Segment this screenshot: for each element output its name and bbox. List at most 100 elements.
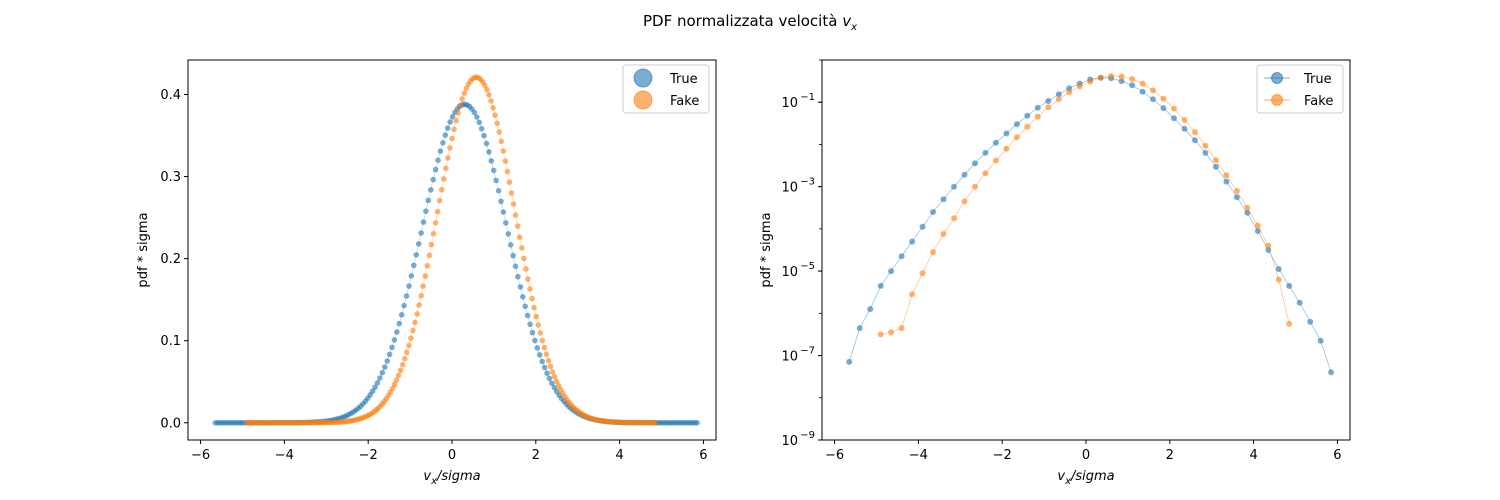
linear-point-fake bbox=[484, 86, 490, 93]
log-point-true bbox=[1129, 82, 1136, 89]
log-point-true bbox=[1013, 121, 1020, 128]
linear-point-true bbox=[546, 375, 553, 382]
log-y-tick-exponent: −9 bbox=[800, 430, 815, 441]
linear-point-fake bbox=[547, 363, 554, 370]
linear-point-fake bbox=[510, 201, 517, 207]
linear-y-tick-label: 0.0 bbox=[160, 416, 181, 431]
linear-point-true bbox=[420, 219, 427, 225]
linear-axis-ticks: −6 −4 −2 0 2 4 6 0.0 0.1 0.2 0.3 0.4 bbox=[160, 88, 707, 463]
log-series-true bbox=[846, 74, 1335, 376]
figure-title-text: PDF normalizzata velocità bbox=[643, 12, 842, 30]
linear-point-true bbox=[527, 321, 533, 328]
linear-point-fake bbox=[508, 190, 515, 196]
log-point-fake bbox=[1129, 76, 1136, 82]
linear-point-fake bbox=[406, 342, 412, 349]
log-point-true bbox=[898, 253, 905, 260]
log-point-true bbox=[1317, 337, 1324, 344]
log-x-tick-label: 2 bbox=[1166, 448, 1174, 463]
log-line-fake bbox=[880, 75, 1290, 335]
linear-point-true bbox=[372, 384, 378, 391]
linear-point-true bbox=[396, 320, 403, 327]
linear-point-true bbox=[529, 329, 536, 336]
linear-point-fake bbox=[461, 90, 468, 97]
linear-legend-fake-label: Fake bbox=[670, 94, 699, 109]
log-point-fake bbox=[898, 325, 905, 332]
linear-point-fake bbox=[410, 327, 416, 334]
log-point-fake bbox=[1003, 145, 1010, 152]
log-x-tick-label: 0 bbox=[1082, 448, 1090, 463]
log-point-fake bbox=[1275, 276, 1282, 283]
linear-point-true bbox=[379, 369, 386, 376]
linear-point-true bbox=[517, 284, 524, 290]
linear-point-fake bbox=[408, 335, 414, 342]
log-y-tick-label: 10 bbox=[781, 96, 798, 111]
log-point-true bbox=[1181, 125, 1188, 132]
log-point-true bbox=[951, 183, 957, 190]
log-x-tick-label: −6 bbox=[825, 448, 844, 463]
log-point-fake bbox=[1223, 172, 1230, 179]
linear-y-axis-label: pdf * sigma bbox=[136, 212, 151, 287]
linear-point-true bbox=[539, 358, 545, 365]
linear-point-fake bbox=[434, 208, 441, 215]
linear-point-fake bbox=[412, 319, 418, 326]
log-point-true bbox=[877, 282, 884, 289]
linear-legend: True Fake bbox=[622, 64, 710, 114]
linear-x-tick-label: 0 bbox=[448, 448, 456, 463]
log-point-true bbox=[1212, 163, 1219, 170]
linear-point-fake bbox=[402, 355, 408, 362]
linear-point-true bbox=[488, 158, 495, 164]
linear-point-true bbox=[503, 220, 509, 226]
linear-point-true bbox=[389, 344, 395, 351]
log-point-fake bbox=[919, 270, 926, 277]
log-point-fake bbox=[1192, 129, 1198, 136]
linear-point-fake bbox=[549, 369, 556, 375]
log-point-true bbox=[1233, 194, 1240, 201]
log-point-true bbox=[1118, 78, 1125, 85]
linear-point-fake bbox=[453, 117, 459, 124]
linear-line-true bbox=[215, 103, 698, 424]
log-point-true bbox=[1139, 88, 1146, 95]
linear-point-true bbox=[435, 157, 441, 163]
log-point-true bbox=[1296, 299, 1303, 306]
log-point-fake bbox=[877, 331, 884, 338]
linear-point-true bbox=[408, 273, 415, 279]
log-plot-marks bbox=[846, 73, 1335, 376]
linear-point-true bbox=[403, 293, 410, 299]
log-point-true bbox=[1254, 228, 1261, 234]
log-point-fake bbox=[1034, 113, 1041, 120]
linear-x-tick-label: 6 bbox=[699, 448, 707, 463]
linear-point-true bbox=[428, 187, 434, 193]
linear-point-fake bbox=[422, 273, 429, 279]
log-pdf-panel: −6 −4 −2 0 2 4 610−910−710−510−310−1 vx/sigma … bbox=[759, 59, 1351, 487]
log-point-fake bbox=[888, 329, 895, 336]
log-point-true bbox=[940, 196, 947, 203]
log-y-tick-label: 10 bbox=[781, 350, 798, 365]
linear-line-fake bbox=[246, 76, 656, 424]
figure-title: PDF normalizzata velocità vx bbox=[643, 12, 857, 33]
linear-point-fake bbox=[504, 168, 511, 175]
linear-series-true bbox=[212, 101, 700, 426]
linear-point-fake bbox=[492, 112, 498, 118]
linear-point-true bbox=[481, 132, 487, 139]
log-point-true bbox=[1150, 96, 1156, 103]
linear-point-true bbox=[384, 358, 391, 364]
linear-point-true bbox=[478, 125, 485, 132]
linear-point-true bbox=[490, 167, 497, 174]
linear-x-axis-label-rest: /sigma bbox=[436, 469, 481, 484]
linear-point-fake bbox=[512, 212, 519, 218]
log-x-tick-label: 4 bbox=[1249, 448, 1257, 463]
linear-point-true bbox=[510, 252, 516, 259]
log-point-true bbox=[1024, 112, 1031, 119]
linear-y-tick-label: 0.1 bbox=[160, 334, 181, 349]
log-point-true bbox=[919, 223, 926, 230]
log-point-fake bbox=[1202, 142, 1209, 149]
linear-point-fake bbox=[395, 372, 402, 379]
linear-point-fake bbox=[445, 155, 451, 161]
linear-point-true bbox=[415, 241, 422, 247]
log-point-fake bbox=[1212, 157, 1219, 164]
linear-point-fake bbox=[541, 344, 548, 351]
linear-x-tick-label: −6 bbox=[191, 448, 210, 463]
linear-point-fake bbox=[506, 179, 513, 185]
log-point-true bbox=[992, 139, 999, 146]
linear-point-fake bbox=[430, 230, 437, 237]
